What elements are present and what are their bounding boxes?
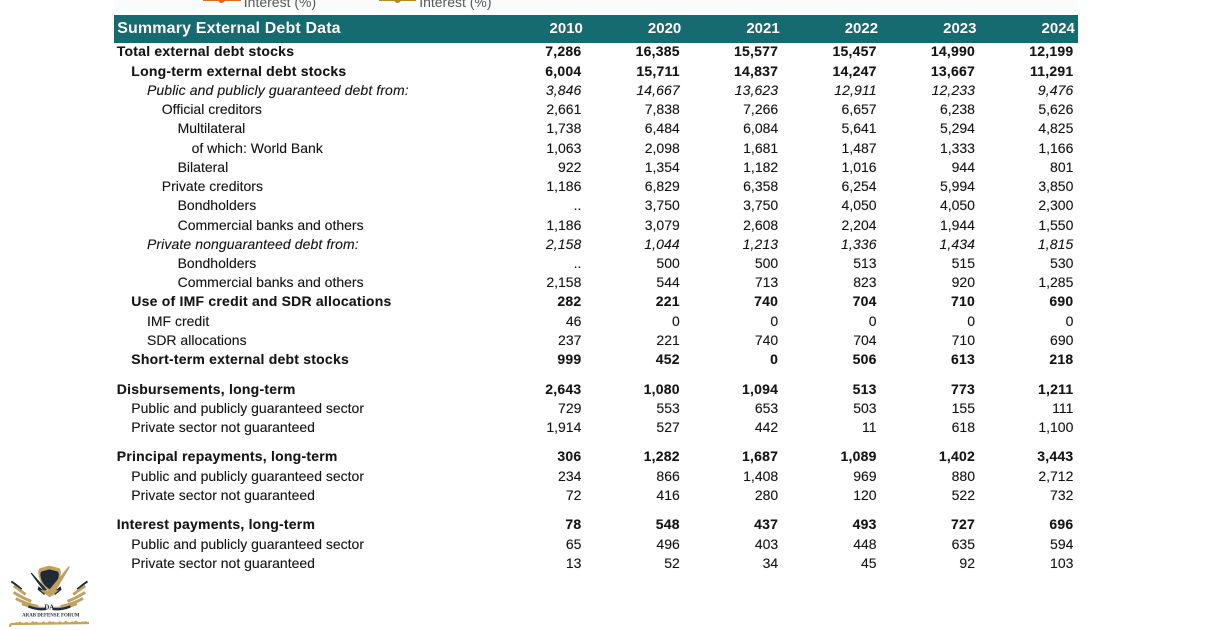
- svg-text:DA: DA: [44, 604, 54, 611]
- svg-text:ARAB DEFENSE FORUM: ARAB DEFENSE FORUM: [22, 613, 80, 619]
